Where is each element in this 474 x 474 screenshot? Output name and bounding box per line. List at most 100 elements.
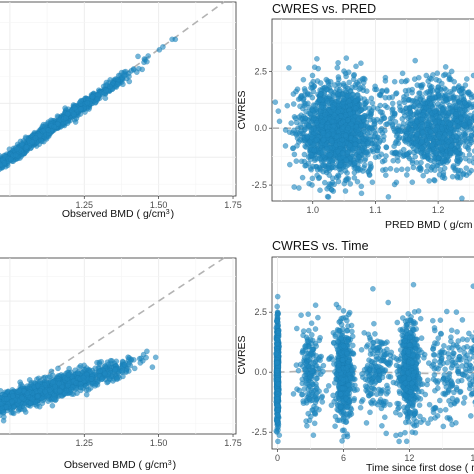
data-point <box>369 100 376 106</box>
data-point <box>308 166 315 173</box>
data-point <box>436 92 442 98</box>
data-point <box>74 390 80 397</box>
data-point <box>23 143 30 150</box>
data-point <box>288 120 295 126</box>
data-point <box>11 410 17 417</box>
data-point <box>126 78 133 85</box>
data-point <box>358 122 364 129</box>
data-point <box>382 78 389 84</box>
data-point <box>144 348 150 355</box>
data-point <box>300 76 307 83</box>
data-point <box>438 80 445 87</box>
data-point <box>377 109 384 115</box>
data-point <box>316 174 323 181</box>
data-point <box>436 133 442 140</box>
data-point <box>326 152 333 158</box>
data-point <box>340 96 347 102</box>
data-point <box>335 60 341 66</box>
data-point <box>393 167 400 173</box>
data-point <box>83 391 90 398</box>
data-point <box>400 97 407 103</box>
data-point <box>14 146 20 152</box>
data-point <box>402 132 409 139</box>
data-point <box>299 174 306 181</box>
data-point <box>344 149 351 156</box>
data-point <box>145 53 151 59</box>
data-point <box>413 147 420 154</box>
data-point <box>296 185 302 191</box>
data-point <box>311 147 318 153</box>
data-point <box>456 130 462 137</box>
data-point <box>345 125 351 131</box>
data-point <box>386 94 393 101</box>
data-point <box>451 85 458 92</box>
data-point <box>342 132 349 139</box>
data-point <box>293 119 300 126</box>
data-point <box>453 149 460 155</box>
data-point <box>366 126 373 132</box>
data-point <box>399 70 406 77</box>
data-point <box>419 112 426 118</box>
data-point <box>454 173 461 179</box>
data-point <box>22 409 29 415</box>
data-point <box>311 64 318 70</box>
data-point <box>468 132 474 139</box>
data-point <box>320 162 327 168</box>
data-point <box>426 91 433 98</box>
data-point <box>319 118 326 125</box>
data-point <box>367 166 373 173</box>
identity-line <box>0 1 225 166</box>
data-point <box>308 152 315 159</box>
data-point <box>325 165 331 172</box>
data-point <box>290 101 297 107</box>
data-point <box>372 83 378 90</box>
data-point <box>455 167 461 174</box>
data-point <box>272 99 279 105</box>
data-point <box>149 364 156 370</box>
data-point <box>135 53 141 60</box>
data-point <box>368 95 375 102</box>
data-point <box>444 159 450 165</box>
data-point <box>323 145 330 152</box>
data-point <box>420 172 427 179</box>
data-point <box>454 154 461 160</box>
data-point <box>362 105 369 111</box>
data-point <box>343 157 350 163</box>
y-axis: 2.50.0-2.5 <box>251 66 272 190</box>
data-point <box>351 174 358 181</box>
data-point <box>63 115 69 121</box>
data-point <box>324 185 330 192</box>
data-point <box>403 151 410 157</box>
data-point <box>462 143 469 150</box>
x-axis-title-text: Observed BMD ( g/cm <box>62 208 166 220</box>
data-point <box>383 87 390 93</box>
x-tick-label: 1.2 <box>432 205 445 215</box>
data-point <box>329 157 336 164</box>
data-point <box>430 163 436 169</box>
data-point <box>328 138 335 144</box>
data-point <box>45 127 52 133</box>
data-point <box>293 158 300 164</box>
data-point <box>317 91 324 97</box>
data-point <box>419 123 426 130</box>
data-point <box>396 104 403 110</box>
data-point <box>465 89 472 95</box>
x-axis-title-close: ) <box>171 208 175 220</box>
data-point <box>385 194 392 200</box>
data-point <box>398 78 405 85</box>
data-point <box>333 133 340 140</box>
y-tick-label: 2.5 <box>254 66 267 76</box>
data-point <box>378 151 385 157</box>
data-point <box>466 119 473 125</box>
data-point <box>463 165 470 171</box>
x-tick-label: 1.1 <box>369 205 382 215</box>
data-point <box>297 136 303 143</box>
data-point <box>359 76 366 82</box>
data-point <box>468 137 474 144</box>
data-point <box>456 83 462 89</box>
data-point <box>460 171 467 178</box>
panel-frame <box>0 1 237 197</box>
data-point <box>396 123 402 129</box>
data-point <box>437 114 443 121</box>
